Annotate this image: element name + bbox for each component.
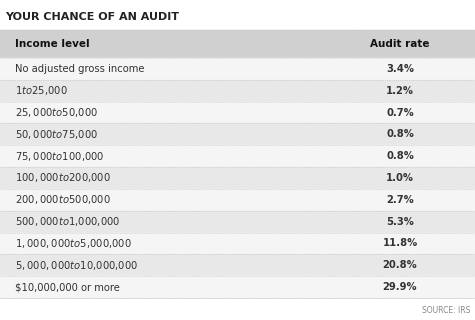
- Bar: [0, 276, 475, 298]
- Text: 5.3%: 5.3%: [386, 217, 414, 227]
- Text: $1,000,000 to $5,000,000: $1,000,000 to $5,000,000: [15, 237, 132, 250]
- Bar: [0, 102, 475, 124]
- Text: Income level: Income level: [15, 39, 90, 49]
- Text: $500,000 to $1,000,000: $500,000 to $1,000,000: [15, 215, 121, 228]
- Bar: [0, 145, 475, 167]
- Text: 1.2%: 1.2%: [386, 86, 414, 96]
- Text: YOUR CHANCE OF AN AUDIT: YOUR CHANCE OF AN AUDIT: [5, 12, 179, 22]
- Text: $1 to $25,000: $1 to $25,000: [15, 84, 67, 97]
- Text: $25,000 to $50,000: $25,000 to $50,000: [15, 106, 98, 119]
- Bar: [0, 189, 475, 211]
- Text: $200,000 to $500,000: $200,000 to $500,000: [15, 193, 111, 206]
- Text: 11.8%: 11.8%: [382, 238, 418, 248]
- Text: 1.0%: 1.0%: [386, 173, 414, 183]
- Text: 2.7%: 2.7%: [386, 195, 414, 205]
- Bar: [0, 211, 475, 233]
- Bar: [0, 233, 475, 254]
- Text: $10,000,000 or more: $10,000,000 or more: [15, 282, 120, 292]
- Text: 0.8%: 0.8%: [386, 129, 414, 140]
- Text: 20.8%: 20.8%: [383, 260, 418, 270]
- Bar: [0, 58, 475, 80]
- Text: $100,000 to $200,000: $100,000 to $200,000: [15, 172, 111, 185]
- Bar: [0, 254, 475, 276]
- Bar: [0, 30, 475, 58]
- Text: 0.7%: 0.7%: [386, 108, 414, 117]
- Text: 0.8%: 0.8%: [386, 151, 414, 161]
- Text: 29.9%: 29.9%: [383, 282, 418, 292]
- Bar: [0, 298, 475, 320]
- Text: 3.4%: 3.4%: [386, 64, 414, 74]
- Text: $75,000 to $100,000: $75,000 to $100,000: [15, 150, 104, 163]
- Text: $50,000 to $75,000: $50,000 to $75,000: [15, 128, 98, 141]
- Text: No adjusted gross income: No adjusted gross income: [15, 64, 144, 74]
- Text: $5,000,000 to $10,000,000: $5,000,000 to $10,000,000: [15, 259, 138, 272]
- Bar: [0, 124, 475, 145]
- Bar: [0, 167, 475, 189]
- Text: SOURCE: IRS: SOURCE: IRS: [422, 306, 470, 315]
- Bar: [0, 80, 475, 102]
- Text: Audit rate: Audit rate: [370, 39, 430, 49]
